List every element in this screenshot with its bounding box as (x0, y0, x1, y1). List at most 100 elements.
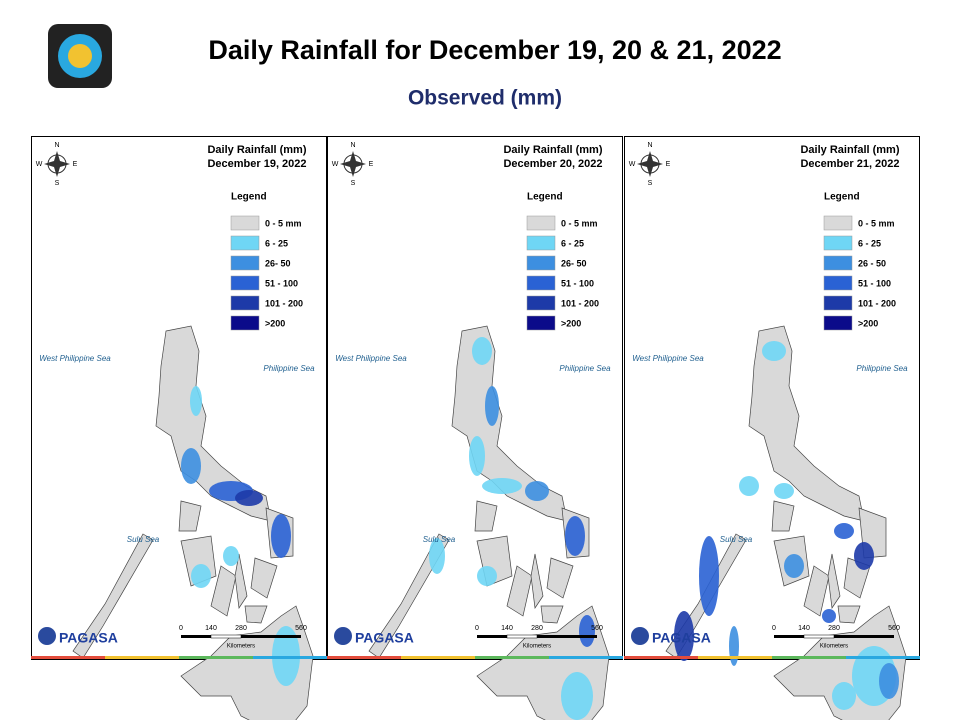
compass-letter: E (666, 161, 671, 168)
island (474, 500, 498, 532)
sea-label: West Philippine Sea (335, 354, 407, 363)
rain-area (472, 337, 492, 365)
legend-swatch (526, 295, 556, 311)
legend-swatch (230, 255, 260, 271)
legend-swatch (526, 275, 556, 291)
compass-letter: S (648, 180, 653, 187)
rain-area (482, 478, 522, 494)
map-panel: N E S W Daily Rainfall (mm) December 21, 2022… (624, 136, 920, 720)
rain-area (191, 564, 211, 588)
sea-label: Sulu Sea (720, 535, 753, 544)
rain-area (729, 626, 739, 666)
compass-letter: N (54, 142, 59, 149)
island (530, 553, 544, 609)
scale-unit: Kilometers (820, 644, 848, 650)
compass: N E S W (332, 142, 374, 187)
island (244, 605, 268, 624)
rain-area (525, 481, 549, 501)
legend-label: 26 - 50 (858, 258, 886, 268)
sea-label: West Philippine Sea (632, 354, 704, 363)
footer-stripe (698, 656, 772, 659)
legend-label: 6 - 25 (265, 238, 288, 248)
compass-letter: W (332, 161, 339, 168)
legend-label: >200 (561, 318, 581, 328)
scale-bar-segment (210, 634, 242, 639)
island (771, 500, 795, 532)
legend-swatch (230, 235, 260, 251)
island (178, 500, 202, 532)
map-date: December 19, 2022 (207, 158, 306, 170)
scale-label: 0 (179, 625, 183, 632)
sea-label: Philippine Sea (559, 364, 611, 373)
legend-swatch (823, 295, 853, 311)
logo-text: PAGASA (652, 630, 711, 646)
legend-title: Legend (231, 192, 267, 203)
footer-stripe (846, 656, 920, 659)
legend-swatch (526, 235, 556, 251)
legend-swatch (230, 275, 260, 291)
header-logo (48, 24, 112, 88)
legend-label: 6 - 25 (858, 238, 881, 248)
rain-area (485, 386, 499, 426)
map-title: Daily Rainfall (mm) (503, 144, 602, 156)
rain-area (762, 341, 786, 361)
compass: N E S W (36, 142, 78, 187)
rain-area (271, 514, 291, 558)
scale-unit: Kilometers (227, 644, 255, 650)
legend-label: 51 - 100 (561, 278, 594, 288)
scale-label: 0 (475, 625, 479, 632)
legend-label: 51 - 100 (265, 278, 298, 288)
footer-stripe (772, 656, 846, 659)
logo-mark (631, 627, 649, 645)
legend-swatch (823, 275, 853, 291)
scale-label: 140 (501, 625, 513, 632)
map-date: December 20, 2022 (503, 158, 602, 170)
compass: N E S W (629, 142, 671, 187)
rain-area (854, 542, 874, 570)
rain-area (181, 448, 201, 484)
rain-area (834, 523, 854, 539)
footer-stripe (179, 656, 253, 659)
compass-star (340, 151, 366, 177)
legend-label: 101 - 200 (561, 298, 599, 308)
logo-mark (38, 627, 56, 645)
legend-swatch (526, 255, 556, 271)
rain-area (561, 672, 593, 720)
map-panel: N E S W Daily Rainfall (mm) December 19, 2022… (31, 136, 327, 720)
legend-swatch (823, 235, 853, 251)
rain-area (223, 546, 239, 566)
legend-swatch (230, 315, 260, 331)
legend-swatch (526, 215, 556, 231)
sea-label: Sulu Sea (127, 535, 160, 544)
compass-letter: E (369, 161, 374, 168)
compass-letter: S (351, 180, 356, 187)
landmass (72, 325, 314, 720)
logo-text: PAGASA (59, 630, 118, 646)
rain-area (674, 611, 694, 661)
slide-title: Daily Rainfall for December 19, 20 & 21,… (208, 35, 781, 65)
scale-label: 140 (798, 625, 810, 632)
scale-bar-segment (506, 634, 538, 639)
compass-letter: W (36, 161, 43, 168)
sea-label: Philippine Sea (856, 364, 908, 373)
logo-text: PAGASA (355, 630, 414, 646)
scale-label: 280 (828, 625, 840, 632)
island (250, 557, 278, 599)
legend-label: 6 - 25 (561, 238, 584, 248)
island (748, 325, 865, 522)
legend-swatch (823, 215, 853, 231)
map-date: December 21, 2022 (800, 158, 899, 170)
compass-letter: S (55, 180, 60, 187)
footer-stripe (549, 656, 623, 659)
scale-label: 140 (205, 625, 217, 632)
footer-stripe (475, 656, 549, 659)
legend-label: 101 - 200 (265, 298, 303, 308)
scale-label: 280 (531, 625, 543, 632)
footer-stripe (624, 656, 698, 659)
legend-label: 0 - 5 mm (561, 218, 598, 228)
compass-star (637, 151, 663, 177)
island (210, 565, 237, 617)
rain-area (579, 615, 595, 647)
